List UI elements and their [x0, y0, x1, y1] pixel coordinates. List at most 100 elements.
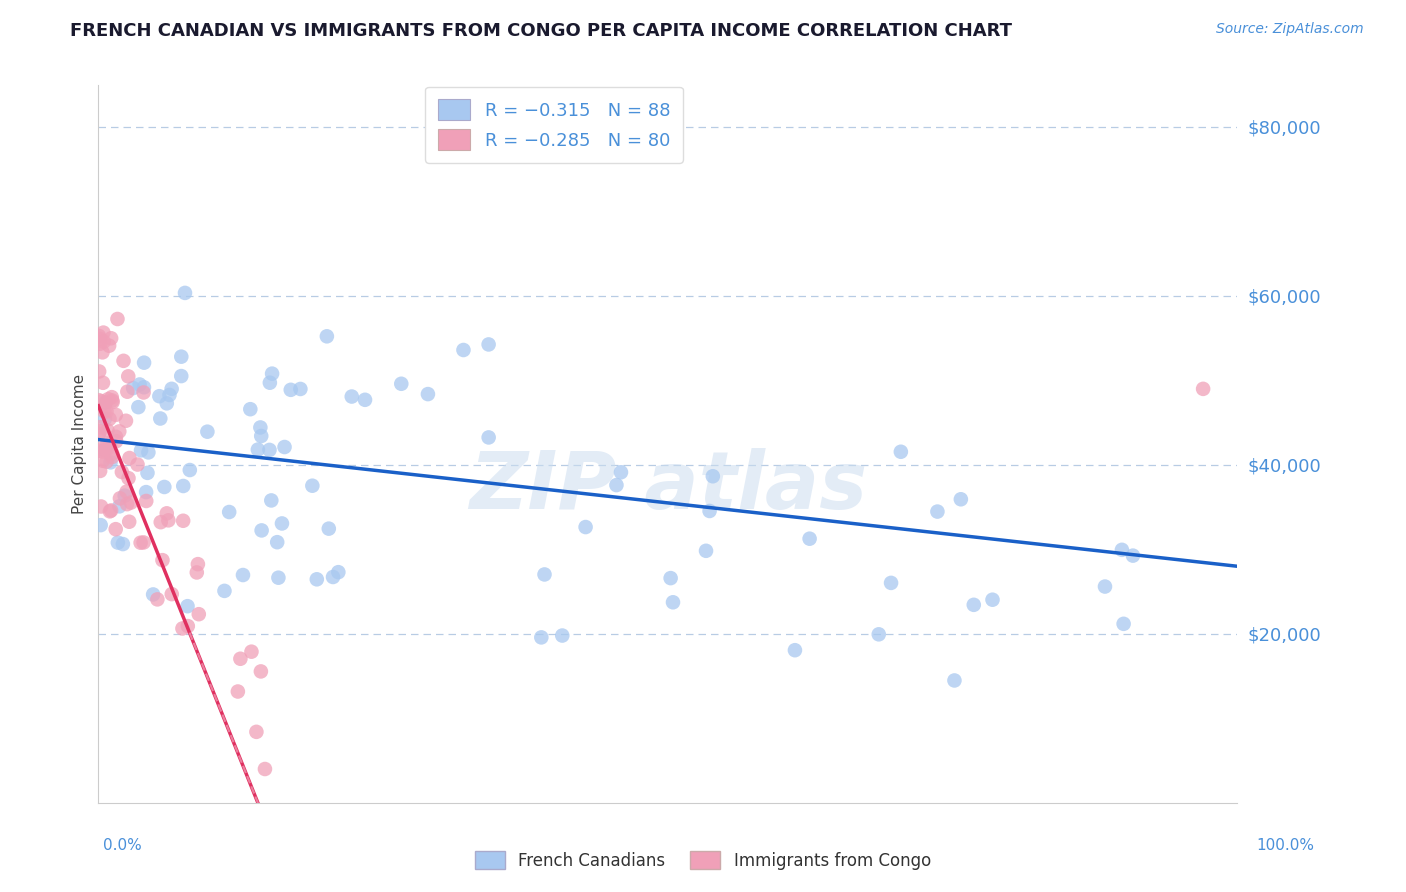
Point: [107, 535, 129, 549]
Point: [100, 503, 122, 517]
Point: [149, 515, 172, 529]
Point: [963, 598, 986, 612]
Point: [273, 440, 295, 454]
Text: ZIP atlas: ZIP atlas: [468, 448, 868, 526]
Point: [783, 643, 806, 657]
Point: [115, 484, 138, 499]
Point: [117, 384, 139, 399]
Point: [136, 466, 159, 480]
Point: [170, 350, 193, 364]
Point: [98, 504, 121, 518]
Point: [100, 390, 122, 404]
Point: [91, 454, 114, 468]
Point: [149, 411, 172, 425]
Point: [98, 412, 121, 426]
Point: [253, 762, 276, 776]
Point: [389, 376, 412, 391]
Point: [157, 513, 180, 527]
Point: [111, 465, 134, 479]
Point: [91, 444, 114, 458]
Point: [172, 622, 194, 636]
Point: [246, 442, 269, 457]
Point: [250, 524, 273, 538]
Point: [478, 337, 501, 351]
Point: [93, 326, 115, 340]
Point: [93, 443, 115, 458]
Point: [93, 334, 115, 349]
Point: [176, 599, 198, 614]
Text: 0.0%: 0.0%: [103, 838, 142, 853]
Point: [262, 367, 284, 381]
Point: [280, 383, 302, 397]
Point: [100, 455, 122, 469]
Point: [174, 285, 197, 300]
Point: [530, 631, 553, 645]
Point: [87, 329, 110, 343]
Point: [478, 430, 501, 444]
Point: [135, 485, 157, 500]
Point: [533, 567, 555, 582]
Point: [117, 471, 139, 485]
Point: [927, 505, 949, 519]
Point: [132, 356, 155, 370]
Point: [1192, 382, 1215, 396]
Point: [250, 429, 273, 443]
Point: [156, 396, 179, 410]
Point: [90, 500, 112, 514]
Point: [266, 535, 288, 549]
Point: [315, 329, 337, 343]
Point: [120, 495, 142, 509]
Point: [96, 455, 118, 469]
Point: [890, 444, 912, 458]
Point: [416, 387, 439, 401]
Point: [880, 575, 903, 590]
Point: [328, 565, 350, 579]
Point: [943, 673, 966, 688]
Point: [98, 437, 121, 451]
Point: [91, 376, 114, 390]
Point: [260, 493, 283, 508]
Point: [662, 595, 685, 609]
Point: [249, 420, 271, 434]
Point: [605, 478, 627, 492]
Text: FRENCH CANADIAN VS IMMIGRANTS FROM CONGO PER CAPITA INCOME CORRELATION CHART: FRENCH CANADIAN VS IMMIGRANTS FROM CONGO…: [70, 22, 1012, 40]
Point: [89, 364, 111, 378]
Point: [132, 380, 155, 394]
Point: [89, 443, 111, 458]
Point: [98, 339, 121, 353]
Point: [96, 404, 118, 418]
Point: [610, 465, 633, 479]
Point: [245, 724, 267, 739]
Point: [90, 518, 112, 533]
Point: [107, 312, 129, 326]
Point: [122, 381, 145, 395]
Point: [250, 665, 273, 679]
Point: [96, 436, 118, 450]
Point: [152, 553, 174, 567]
Point: [868, 627, 890, 641]
Point: [290, 382, 312, 396]
Point: [96, 442, 118, 457]
Point: [949, 492, 972, 507]
Point: [89, 336, 111, 351]
Point: [87, 426, 110, 441]
Point: [93, 399, 115, 413]
Point: [146, 592, 169, 607]
Point: [108, 491, 131, 506]
Point: [153, 480, 176, 494]
Point: [96, 423, 118, 437]
Point: [340, 390, 363, 404]
Point: [702, 469, 724, 483]
Point: [226, 684, 249, 698]
Point: [129, 535, 152, 549]
Point: [132, 535, 155, 549]
Point: [259, 376, 281, 390]
Point: [551, 628, 574, 642]
Point: [453, 343, 475, 357]
Point: [172, 479, 194, 493]
Point: [104, 522, 127, 536]
Point: [91, 345, 114, 359]
Point: [218, 505, 240, 519]
Point: [127, 400, 149, 414]
Point: [118, 450, 141, 465]
